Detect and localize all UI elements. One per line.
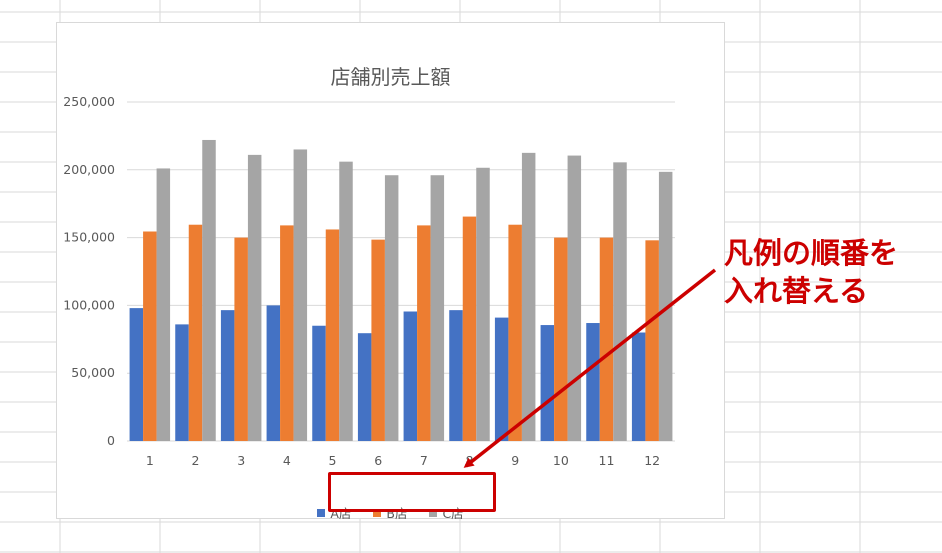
bar [312, 325, 326, 441]
legend-highlight-box [328, 472, 496, 512]
legend-swatch-b [373, 508, 382, 517]
x-tick-label: 2 [192, 453, 200, 468]
bar [247, 154, 262, 441]
y-tick-label: 50,000 [71, 365, 115, 380]
bar [645, 240, 659, 441]
bar [280, 225, 294, 441]
x-tick-label: 6 [374, 453, 382, 468]
bar [188, 224, 203, 441]
y-tick-label: 200,000 [63, 162, 115, 177]
bar [143, 231, 157, 441]
bar [371, 239, 385, 441]
bar [357, 333, 372, 441]
callout-line-1: 凡例の順番を [724, 236, 899, 270]
bar [403, 311, 418, 441]
bar [540, 325, 555, 441]
bar [430, 175, 445, 441]
bar [234, 237, 248, 441]
bar [586, 323, 600, 441]
x-tick-label: 1 [146, 453, 154, 468]
x-tick-label: 10 [553, 453, 569, 468]
y-tick-label: 100,000 [63, 297, 115, 312]
x-tick-label: 4 [283, 453, 291, 468]
bar [449, 310, 463, 441]
bar [658, 171, 673, 442]
bar [175, 324, 189, 441]
bar [476, 167, 490, 442]
callout-text: 凡例の順番を 入れ替える [724, 234, 924, 310]
bar [554, 237, 568, 441]
x-tick-label: 8 [466, 453, 474, 468]
bar [508, 224, 522, 441]
bar [293, 149, 308, 441]
x-tick-label: 9 [511, 453, 519, 468]
x-tick-label: 3 [237, 453, 245, 468]
legend-swatch-a [317, 508, 326, 517]
bar [613, 162, 627, 442]
y-tick-label: 0 [107, 433, 115, 448]
bar [202, 139, 216, 441]
x-tick-label: 11 [599, 453, 615, 468]
y-tick-label: 150,000 [63, 230, 115, 245]
y-tick-label: 250,000 [63, 94, 115, 109]
callout-line-2: 入れ替える [724, 274, 869, 308]
bar [384, 175, 399, 441]
bar [631, 332, 646, 441]
x-tick-label: 12 [644, 453, 660, 468]
bar [156, 168, 171, 441]
bar [599, 237, 614, 441]
bar [339, 161, 353, 441]
bar [325, 229, 340, 441]
x-tick-label: 7 [420, 453, 428, 468]
legend-swatch-c [429, 508, 438, 517]
bar [220, 310, 235, 441]
bar [462, 216, 477, 441]
x-tick-label: 5 [329, 453, 337, 468]
bar [494, 317, 509, 441]
chart-area[interactable]: 0 50,000 100,000 150,000 200,000 250,000 1 2 3 4 5… [56, 22, 725, 521]
chart-title: 店舗別売上額 [330, 65, 451, 89]
bar [521, 152, 536, 441]
bar [129, 308, 144, 441]
bar [266, 305, 281, 441]
bar [417, 225, 431, 441]
bar [567, 155, 582, 441]
